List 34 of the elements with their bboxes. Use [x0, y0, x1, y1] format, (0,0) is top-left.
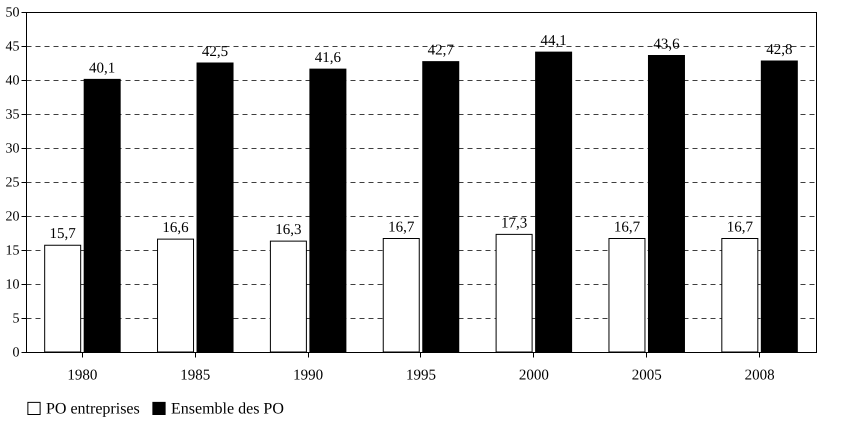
- x-tick-label: 2000: [518, 368, 549, 384]
- y-tick-label: 40: [6, 74, 20, 88]
- data-label: 16,3: [275, 222, 302, 238]
- legend-label: Ensemble des PO: [171, 400, 284, 418]
- x-tick-label: 2008: [744, 368, 775, 384]
- y-tick-label: 25: [6, 176, 20, 190]
- y-tick-label: 5: [12, 312, 20, 326]
- data-label: 43,6: [653, 36, 680, 53]
- data-label: 16,7: [388, 219, 415, 236]
- data-label: 40,1: [89, 60, 116, 76]
- y-tick-label: 35: [6, 108, 20, 122]
- x-tick-label: 1995: [406, 368, 436, 384]
- y-tick-label: 45: [6, 40, 20, 54]
- x-tick-label: 1985: [180, 368, 210, 384]
- y-tick-label: 15: [6, 244, 20, 258]
- data-label: 42,5: [202, 44, 228, 60]
- data-label: 41,6: [314, 50, 342, 66]
- data-label: 15,7: [50, 226, 76, 242]
- legend-label: PO entreprises: [46, 400, 140, 418]
- x-tick-label: 2005: [632, 368, 662, 384]
- y-tick-label: 10: [6, 278, 20, 292]
- data-label: 16,7: [614, 219, 641, 236]
- y-tick-label: 50: [6, 6, 20, 20]
- y-tick-label: 30: [6, 142, 20, 156]
- x-tick-label: 1980: [67, 368, 98, 384]
- data-label: 42,8: [766, 42, 792, 58]
- data-label: 17,3: [500, 215, 528, 232]
- y-tick-label: 20: [6, 210, 20, 224]
- y-tick-label: 0: [12, 346, 20, 360]
- data-label: 44,1: [540, 33, 567, 50]
- x-tick-label: 1990: [293, 368, 324, 384]
- data-label: 42,7: [428, 42, 454, 59]
- data-label: 16,6: [162, 220, 190, 236]
- data-label: 16,7: [726, 219, 754, 236]
